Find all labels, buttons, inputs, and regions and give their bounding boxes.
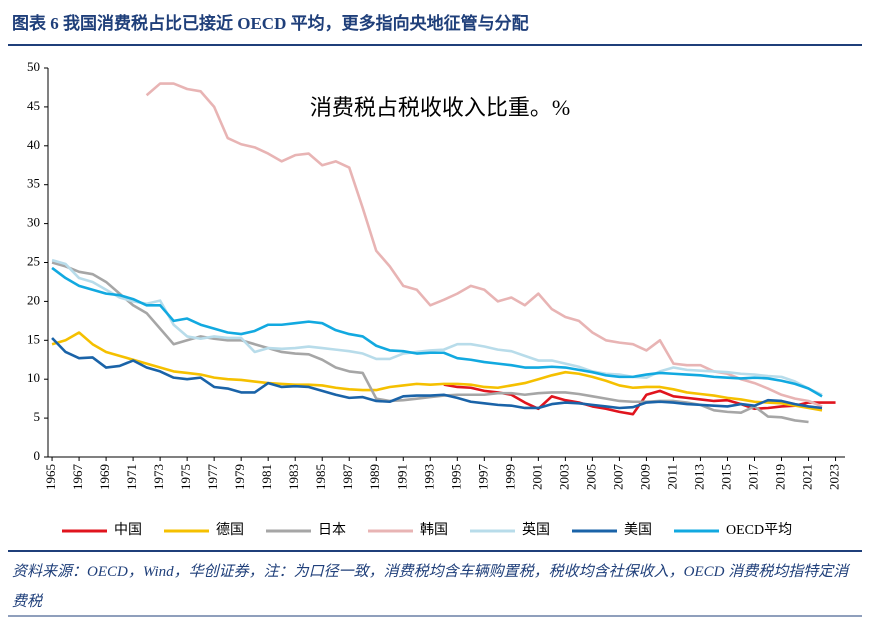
annotation: 消费税占税收收入比重。% (310, 95, 570, 120)
x-tick-label: 2005 (583, 464, 598, 490)
x-tick-label: 1979 (232, 464, 247, 490)
legend-label: 美国 (624, 522, 652, 538)
series-line (51, 261, 809, 424)
x-tick-label: 2009 (637, 464, 652, 490)
y-tick-label: 20 (27, 292, 40, 307)
x-tick-label: 2017 (745, 464, 760, 491)
x-tick-label: 1985 (313, 464, 328, 490)
x-tick-label: 1971 (124, 464, 139, 490)
y-tick-label: 0 (34, 448, 41, 463)
y-tick-label: 10 (27, 370, 40, 385)
x-tick-label: 1999 (502, 464, 517, 490)
x-tick-label: 1997 (475, 464, 490, 491)
x-tick-label: 2015 (718, 464, 733, 490)
x-tick-label: 1969 (97, 464, 112, 490)
y-tick-label: 15 (27, 331, 40, 346)
x-tick-label: 2013 (691, 464, 706, 490)
series-line (51, 258, 823, 396)
x-tick-label: 1967 (70, 464, 85, 491)
x-tick-label: 2001 (529, 464, 544, 490)
legend-label: 英国 (522, 521, 550, 538)
x-tick-label: 2003 (556, 464, 571, 490)
series-line (51, 337, 823, 410)
chart-title: 图表 6 我国消费税占比已接近 OECD 平均，更多指向央地征管与分配 (12, 13, 529, 33)
y-tick-label: 35 (27, 176, 40, 191)
y-tick-label: 25 (27, 253, 40, 268)
x-tick-label: 2023 (827, 464, 842, 490)
x-tick-label: 1991 (394, 464, 409, 490)
x-tick-label: 2021 (800, 464, 815, 490)
x-tick-label: 1987 (340, 464, 355, 491)
x-tick-label: 1975 (178, 464, 193, 490)
x-tick-label: 2011 (664, 464, 679, 490)
source-note: 资料来源：OECD，Wind，华创证券，注：为口径一致，消费税均含车辆购置税，税… (12, 564, 849, 610)
y-tick-label: 50 (27, 59, 40, 74)
x-tick-label: 1983 (286, 464, 301, 490)
y-tick-label: 30 (27, 215, 40, 230)
legend-label: 日本 (318, 522, 346, 538)
y-tick-label: 40 (27, 137, 40, 152)
series-line (145, 82, 823, 408)
y-tick-label: 5 (34, 409, 41, 424)
legend-label: 中国 (114, 522, 142, 538)
x-tick-label: 1993 (421, 464, 436, 490)
legend-label: OECD平均 (726, 522, 792, 538)
x-tick-label: 1981 (259, 464, 274, 490)
x-tick-label: 1995 (448, 464, 463, 490)
y-tick-label: 45 (27, 98, 40, 113)
series-line (51, 331, 823, 412)
x-tick-label: 1989 (367, 464, 382, 490)
x-tick-label: 2019 (772, 464, 787, 490)
x-tick-label: 2007 (610, 464, 625, 491)
series-line (51, 266, 823, 398)
x-tick-label: 1977 (205, 464, 220, 491)
legend-label: 韩国 (420, 522, 448, 538)
x-tick-label: 1965 (43, 464, 58, 490)
legend-label: 德国 (216, 522, 244, 538)
x-tick-label: 1973 (151, 464, 166, 490)
